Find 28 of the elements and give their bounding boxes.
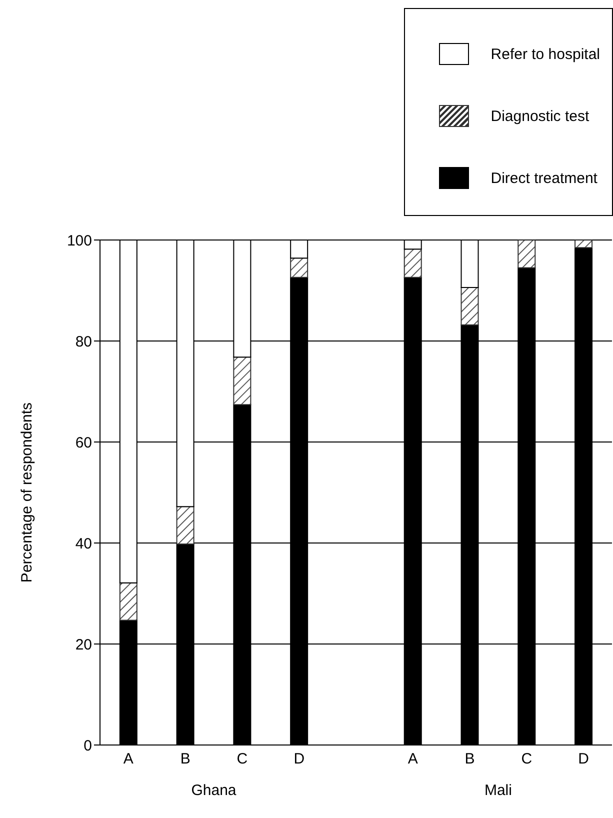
bar xyxy=(574,240,593,248)
x-tick-label: C xyxy=(236,750,248,768)
x-tick-label: A xyxy=(123,750,134,768)
text: Ghana xyxy=(190,782,238,799)
y-tick-label: 100 xyxy=(66,232,92,250)
bar xyxy=(233,356,252,406)
legend-label: Direct treatment xyxy=(490,170,598,186)
bar xyxy=(518,240,536,268)
y-tick-label: 60 xyxy=(75,434,92,452)
x-tick-label: B xyxy=(464,750,475,768)
y-tick-label: 20 xyxy=(75,636,92,654)
y-tick-label: 40 xyxy=(75,535,92,552)
x-tick-label: D xyxy=(294,750,305,768)
x-tick-label: C xyxy=(521,750,532,768)
x-tick-label: B xyxy=(180,750,190,768)
bar xyxy=(290,258,308,278)
y-tick-label: 80 xyxy=(75,333,92,350)
legend-label: Refer to hospital xyxy=(490,46,600,62)
y-tick-label: 0 xyxy=(84,737,92,754)
bar xyxy=(176,506,194,545)
bar xyxy=(119,582,138,621)
y-axis-title: Percentage of respondents xyxy=(18,402,36,583)
x-tick-label: D xyxy=(578,750,590,768)
bar xyxy=(404,248,422,278)
bar xyxy=(460,286,479,326)
text: Mali xyxy=(483,782,513,799)
legend-label: Diagnostic test xyxy=(490,108,590,124)
x-tick-label: A xyxy=(408,750,418,768)
